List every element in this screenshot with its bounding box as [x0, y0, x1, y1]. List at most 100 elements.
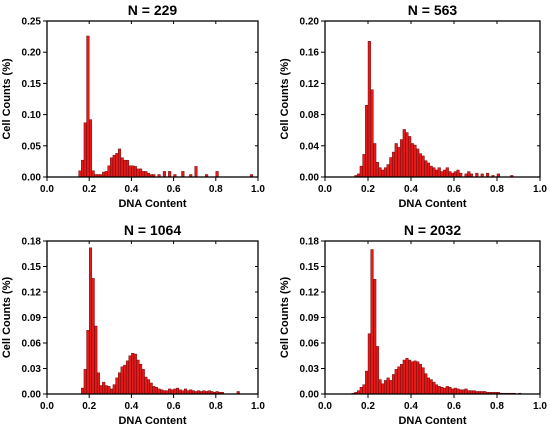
x-tick-label: 0.2	[361, 184, 375, 195]
panel-title: N = 563	[408, 2, 458, 18]
histogram-bar	[405, 358, 409, 395]
histogram-bar	[386, 164, 390, 178]
histogram-bar	[426, 162, 431, 178]
x-axis-label: DNA Content	[118, 198, 186, 210]
histogram-bar	[123, 159, 127, 178]
y-tick-label: 0.00	[22, 173, 42, 184]
histogram-bar	[383, 167, 388, 178]
histogram-bar	[359, 165, 363, 178]
histogram-bar	[429, 379, 433, 395]
y-tick-label: 0.15	[300, 262, 320, 273]
histogram-bar	[440, 387, 444, 395]
histogram-bar	[110, 388, 114, 395]
histogram-bar	[162, 171, 166, 178]
histogram-bar	[443, 169, 447, 178]
histogram-bar	[125, 360, 129, 395]
histogram-bar	[149, 382, 153, 395]
histogram-bar	[400, 139, 404, 178]
histogram-bar	[426, 377, 431, 395]
y-tick-label: 0.03	[22, 364, 42, 375]
histogram-bar	[91, 278, 95, 395]
y-tick-label: 0.12	[300, 288, 320, 299]
histogram-bar	[139, 364, 143, 395]
histogram-bar	[139, 168, 143, 178]
histogram-bar	[194, 166, 198, 178]
x-tick-label: 0.6	[447, 401, 461, 412]
histogram-bar	[83, 122, 87, 178]
x-tick-label: 0.0	[318, 401, 332, 412]
histogram-bar	[467, 171, 471, 178]
histogram-bar	[128, 165, 132, 178]
plot-frame	[324, 240, 541, 395]
x-tick-label: 0.4	[124, 184, 138, 195]
histogram-bar	[112, 384, 116, 395]
x-tick-label: 0.6	[167, 401, 181, 412]
histogram-bar	[107, 386, 111, 395]
histogram-bar	[141, 171, 145, 178]
panel-title: N = 2032	[404, 222, 461, 238]
histogram-bar	[120, 157, 124, 178]
histogram-bar	[367, 333, 371, 395]
histogram-bar	[173, 388, 177, 395]
histogram-bar	[370, 89, 374, 178]
histogram-bar	[168, 171, 172, 178]
histogram-bar	[429, 165, 433, 178]
histogram-bar	[437, 386, 441, 395]
y-tick-label: 0.15	[22, 79, 42, 90]
x-tick-label: 0.0	[40, 184, 54, 195]
x-tick-label: 1.0	[533, 401, 547, 412]
histogram-bar	[157, 388, 161, 395]
histogram-bar	[383, 380, 388, 395]
x-axis-label: DNA Content	[398, 198, 466, 210]
y-axis-label: Cell Counts (%)	[1, 277, 13, 359]
histogram-bar	[397, 366, 401, 395]
x-tick-label: 1.0	[251, 401, 265, 412]
histogram-bar	[94, 325, 98, 395]
y-tick-label: 0.05	[22, 141, 42, 152]
histogram-bar	[375, 161, 379, 178]
histogram-bar	[456, 388, 460, 395]
histogram-bar	[445, 167, 449, 178]
histogram-bar	[104, 171, 108, 178]
histogram-bar	[118, 148, 122, 178]
x-tick-label: 0.6	[167, 184, 181, 195]
histogram-bar	[91, 170, 95, 178]
histogram-bar	[86, 330, 90, 395]
histogram-bar	[402, 359, 406, 395]
x-tick-label: 0.8	[209, 184, 223, 195]
histogram-bar	[81, 387, 85, 395]
x-tick-label: 0.0	[40, 401, 54, 412]
histogram-bar	[78, 170, 82, 178]
histogram-bar	[402, 129, 406, 178]
histogram-bar	[115, 377, 119, 395]
x-tick-label: 0.8	[209, 401, 223, 412]
histogram-bar	[421, 367, 425, 395]
histogram-bar	[413, 360, 417, 395]
x-tick-label: 0.0	[318, 184, 332, 195]
histogram-bar	[397, 147, 401, 178]
histogram-bar	[141, 369, 145, 395]
histogram-bar	[391, 374, 396, 395]
histogram-bar	[123, 364, 127, 395]
x-axis-label: DNA Content	[118, 415, 186, 427]
x-tick-label: 0.8	[490, 401, 504, 412]
histogram-bar	[464, 388, 468, 395]
histogram-bar	[131, 353, 135, 395]
histogram-bar	[83, 369, 87, 395]
histogram-bar	[410, 361, 414, 395]
histogram-bar	[386, 377, 390, 395]
y-tick-label: 0.18	[300, 237, 320, 248]
histogram-bar	[453, 387, 457, 395]
histogram-bar	[215, 171, 219, 178]
histogram-bar	[413, 144, 417, 178]
histogram-bar	[136, 168, 140, 178]
histogram-bar	[88, 119, 93, 178]
y-tick-label: 0.00	[300, 390, 320, 401]
histogram-bar	[115, 153, 119, 178]
histogram-bar	[378, 379, 382, 395]
histogram-bar	[394, 143, 398, 178]
histogram-bar	[365, 370, 369, 395]
y-tick-label: 0.06	[22, 339, 42, 350]
histogram-bar	[408, 136, 412, 178]
panel-title: N = 1064	[124, 222, 181, 238]
